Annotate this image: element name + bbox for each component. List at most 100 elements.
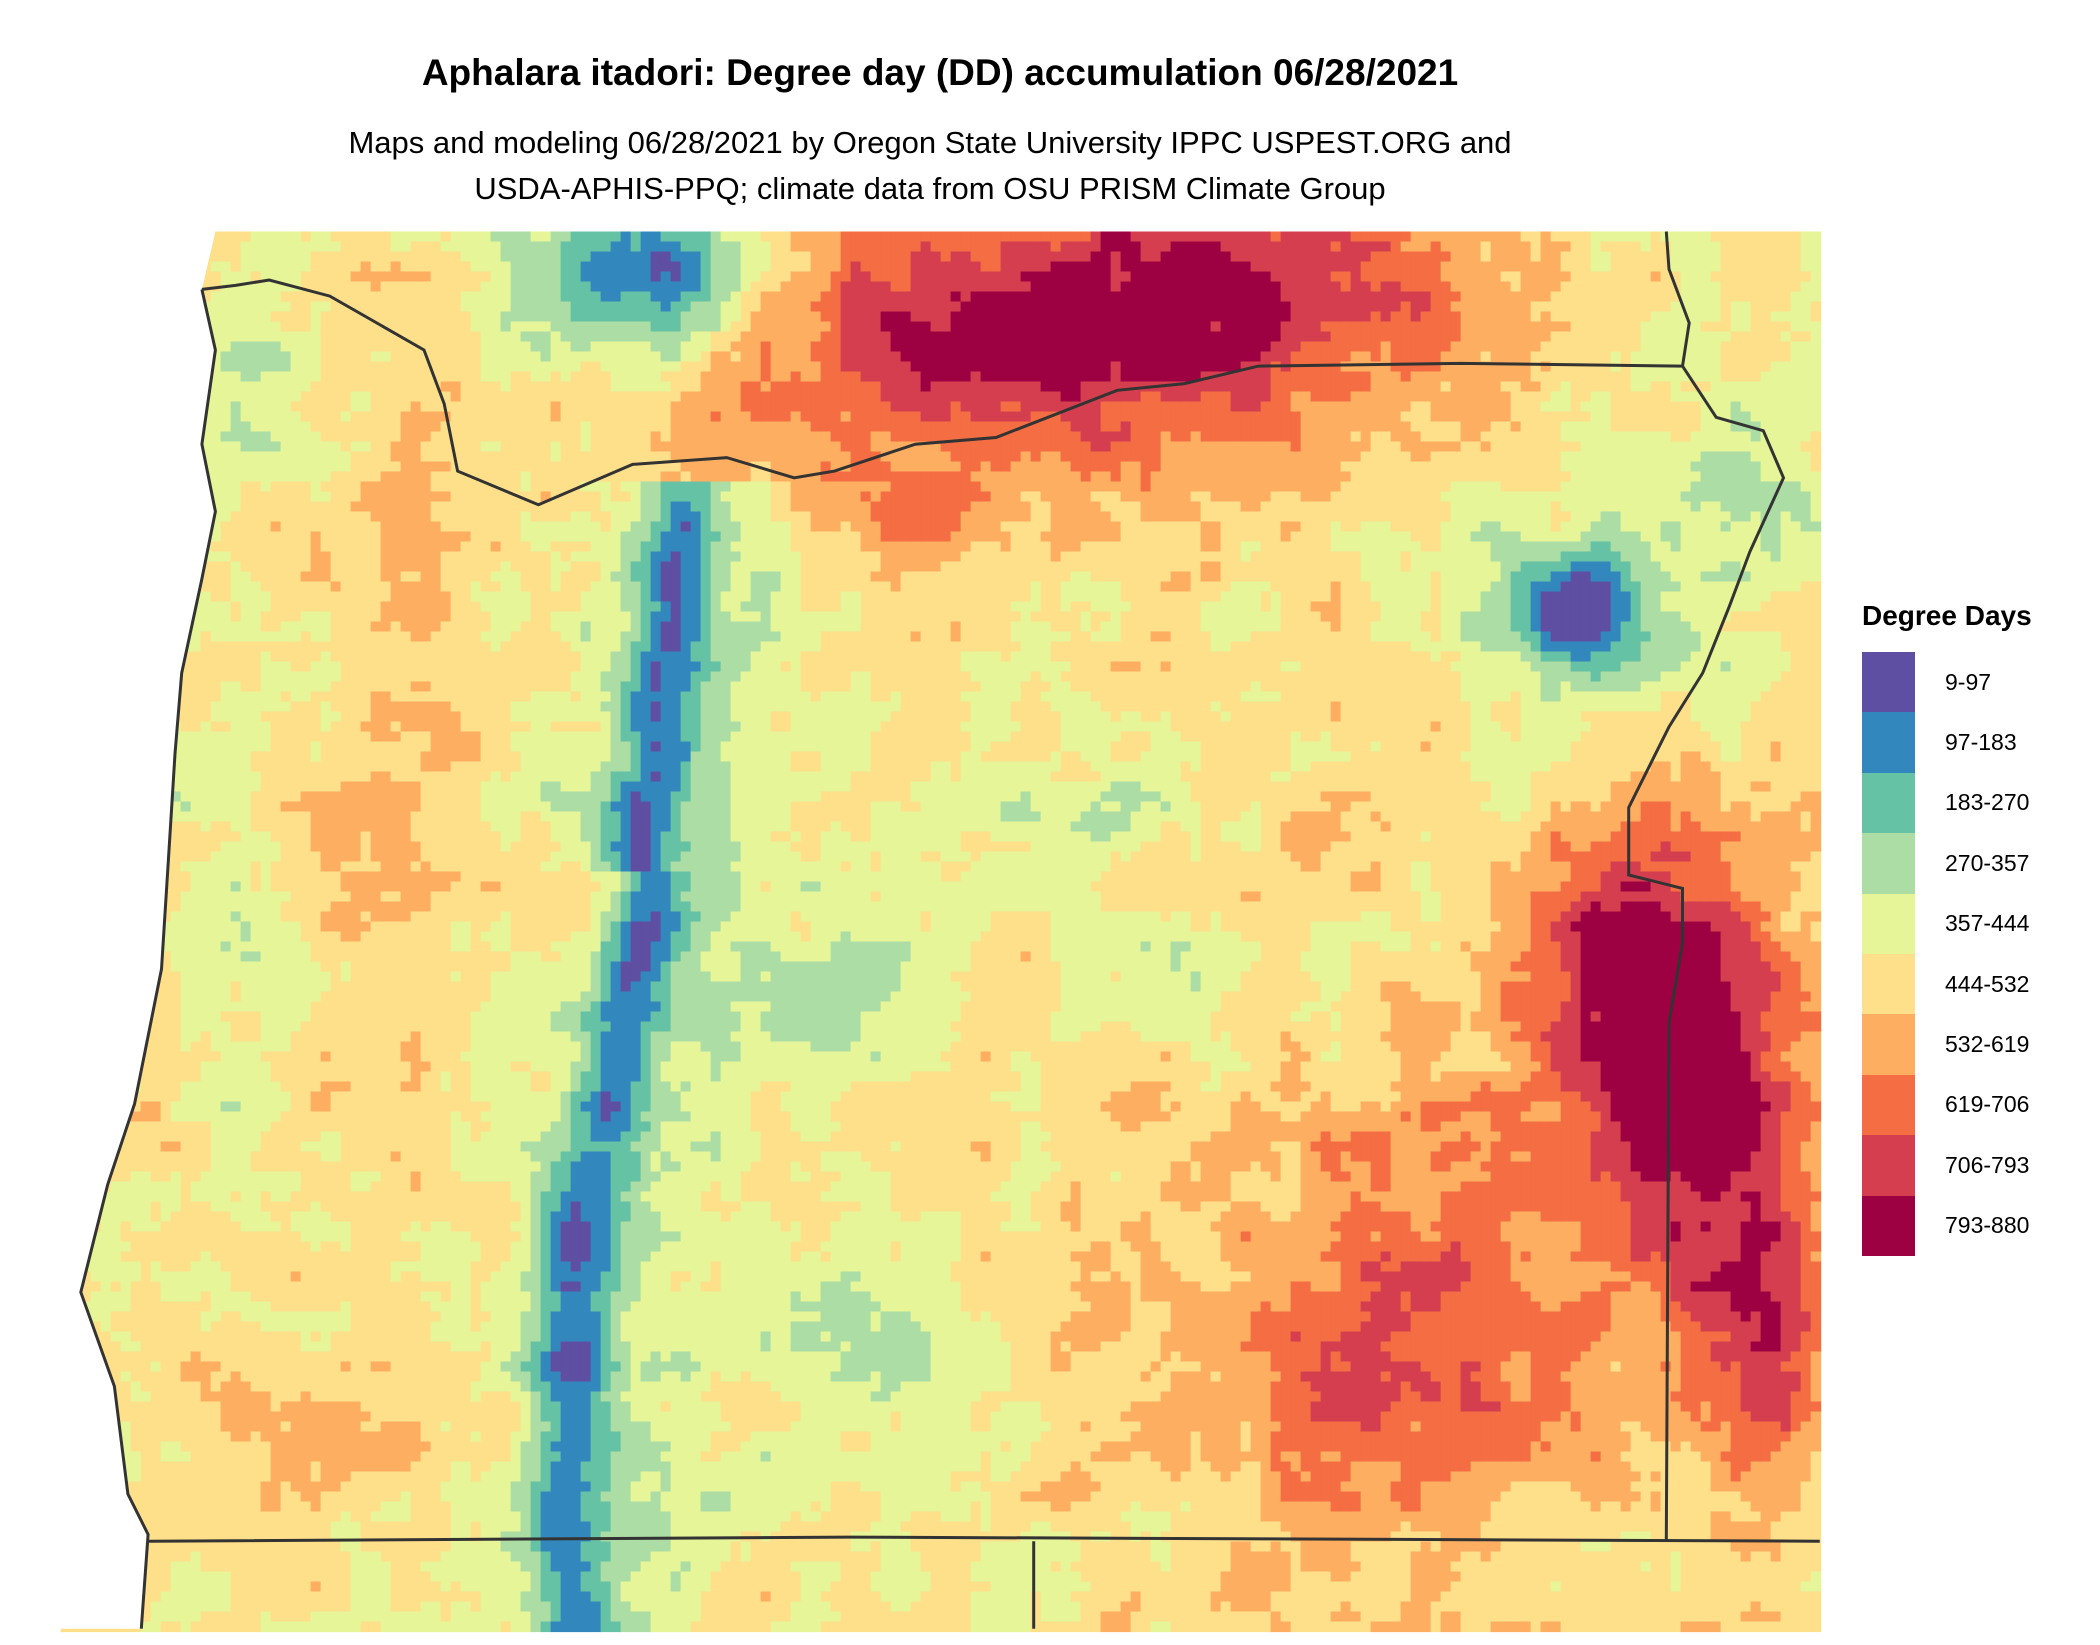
raster-cell bbox=[891, 272, 902, 283]
raster-cell bbox=[1791, 272, 1802, 283]
raster-cell bbox=[1421, 312, 1432, 323]
raster-cell bbox=[1811, 232, 1822, 243]
raster-cell bbox=[1101, 242, 1112, 253]
raster-cell bbox=[791, 292, 802, 303]
raster-cell bbox=[1581, 272, 1592, 283]
raster-cell bbox=[1501, 272, 1512, 283]
raster-cell bbox=[1371, 242, 1382, 253]
raster-cell bbox=[391, 272, 402, 283]
raster-cell bbox=[741, 272, 752, 283]
raster-cell bbox=[661, 262, 672, 273]
raster-cell bbox=[1591, 302, 1602, 313]
raster-cell bbox=[501, 302, 512, 313]
raster-cell bbox=[891, 242, 902, 253]
raster-cell bbox=[1771, 252, 1782, 263]
raster-cell bbox=[901, 242, 912, 253]
raster-cell bbox=[1341, 242, 1352, 253]
raster-cell bbox=[701, 282, 712, 293]
raster-cell bbox=[721, 262, 732, 273]
raster-cell bbox=[1241, 272, 1252, 283]
raster-cell bbox=[511, 272, 522, 283]
raster-cell bbox=[251, 322, 262, 333]
raster-cell bbox=[521, 252, 532, 263]
raster-cell bbox=[411, 262, 422, 273]
raster-cell bbox=[1701, 252, 1712, 263]
raster-cell bbox=[1241, 232, 1252, 243]
raster-cell bbox=[1201, 292, 1212, 303]
raster-cell bbox=[1511, 272, 1522, 283]
raster-cell bbox=[1191, 302, 1202, 313]
raster-cell bbox=[1651, 312, 1662, 323]
raster-cell bbox=[1271, 292, 1282, 303]
raster-cell bbox=[1391, 272, 1402, 283]
raster-cell bbox=[721, 292, 732, 303]
raster-cell bbox=[1311, 242, 1322, 253]
raster-cell bbox=[1361, 272, 1372, 283]
raster-cell bbox=[1241, 242, 1252, 253]
raster-cell bbox=[1761, 252, 1772, 263]
raster-cell bbox=[591, 282, 602, 293]
raster-cell bbox=[381, 302, 392, 313]
raster-cell bbox=[1511, 292, 1522, 303]
raster-cell bbox=[751, 312, 762, 323]
raster-cell bbox=[371, 282, 382, 293]
raster-cell bbox=[1071, 312, 1082, 323]
raster-cell bbox=[1751, 302, 1762, 313]
raster-cell bbox=[1811, 292, 1822, 303]
raster-cell bbox=[1541, 302, 1552, 313]
raster-cell bbox=[271, 232, 282, 243]
raster-cell bbox=[1181, 312, 1192, 323]
raster-cell bbox=[711, 262, 722, 273]
raster-cell bbox=[701, 272, 712, 283]
raster-cell bbox=[1651, 262, 1662, 273]
raster-cell bbox=[511, 282, 522, 293]
raster-cell bbox=[841, 312, 852, 323]
raster-cell bbox=[1101, 272, 1112, 283]
raster-cell bbox=[1121, 252, 1132, 263]
raster-cell bbox=[1001, 252, 1012, 263]
raster-cell bbox=[761, 312, 772, 323]
raster-cell bbox=[1481, 242, 1492, 253]
raster-cell bbox=[1161, 312, 1172, 323]
raster-cell bbox=[891, 302, 902, 313]
raster-cell bbox=[1091, 312, 1102, 323]
raster-cell bbox=[611, 312, 622, 323]
raster-cell bbox=[1491, 242, 1502, 253]
raster-cell bbox=[1481, 272, 1492, 283]
raster-cell bbox=[1431, 282, 1442, 293]
raster-cell bbox=[371, 302, 382, 313]
raster-cell bbox=[1231, 252, 1242, 263]
raster-cell bbox=[551, 292, 562, 303]
raster-cell bbox=[1241, 282, 1252, 293]
raster-cell bbox=[671, 242, 682, 253]
raster-cell bbox=[1221, 252, 1232, 263]
raster-cell bbox=[671, 292, 682, 303]
raster-cell bbox=[1811, 312, 1822, 323]
raster-cell bbox=[481, 252, 492, 263]
raster-cell bbox=[1681, 282, 1692, 293]
raster-cell bbox=[711, 272, 722, 283]
raster-cell bbox=[311, 262, 322, 273]
raster-cell bbox=[711, 232, 722, 243]
raster-cell bbox=[1431, 292, 1442, 303]
raster-cell bbox=[1731, 242, 1742, 253]
raster-cell bbox=[1081, 302, 1092, 313]
raster-cell bbox=[1281, 312, 1292, 323]
raster-cell bbox=[1341, 272, 1352, 283]
raster-cell bbox=[971, 252, 982, 263]
raster-cell bbox=[441, 232, 452, 243]
raster-cell bbox=[931, 262, 942, 273]
raster-cell bbox=[1321, 302, 1332, 313]
raster-cell bbox=[551, 302, 562, 313]
raster-cell bbox=[911, 282, 922, 293]
raster-cell bbox=[1501, 242, 1512, 253]
raster-cell bbox=[1241, 292, 1252, 303]
raster-cell bbox=[991, 302, 1002, 313]
raster-cell bbox=[1701, 312, 1712, 323]
raster-cell bbox=[691, 272, 702, 283]
raster-cell bbox=[1351, 242, 1362, 253]
raster-cell bbox=[681, 302, 692, 313]
raster-cell bbox=[1391, 232, 1402, 243]
raster-cell bbox=[1631, 252, 1642, 263]
raster-cell bbox=[781, 292, 792, 303]
